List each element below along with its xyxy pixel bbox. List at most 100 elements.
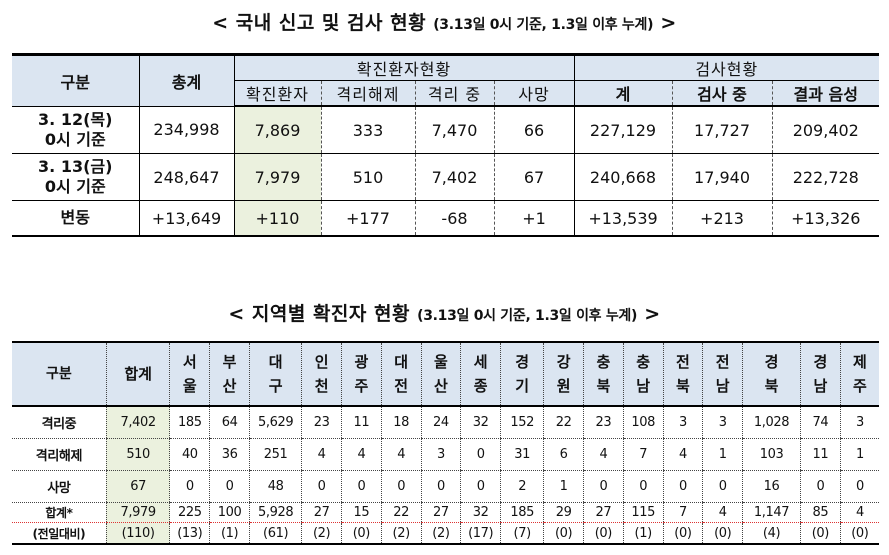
cell-region-value: (13)	[169, 522, 210, 544]
regional-title-end: >	[644, 303, 661, 325]
cell-region-value: 11	[800, 438, 841, 471]
cell-released: +177	[320, 200, 415, 236]
cell-region-value: 100	[209, 502, 250, 523]
region-header-char: 경	[515, 353, 530, 371]
cell-region-value: 4	[301, 438, 342, 471]
region-header-char: 북	[676, 377, 690, 395]
cell-region-value: 7	[662, 502, 703, 523]
cell-negative: +13,326	[771, 200, 880, 236]
cell-test-total: +13,539	[573, 200, 673, 236]
region-header-char: 부	[222, 353, 237, 371]
row-basis: 0시 기준	[44, 129, 106, 149]
test-group-header: 검사현황	[573, 54, 880, 81]
cell-region-value: 251	[248, 438, 302, 471]
cell-region-value: 85	[800, 502, 841, 523]
table1-row-0313: 3. 13(금) 0시 기준 248,647 7,979 510 7,402 6…	[12, 153, 880, 201]
region-header-char: 산	[434, 377, 448, 395]
region-header-char: 주	[852, 377, 867, 395]
cell-region-value: (0)	[543, 522, 584, 544]
domestic-title-sub: (3.13일 0시 기준, 1.3일 이후 누계)	[433, 17, 654, 33]
cell-region-value: 5,629	[248, 406, 302, 439]
cell-region-value: 1,147	[742, 502, 801, 523]
cell-region-value: (7)	[500, 522, 544, 544]
region-header-char: 주	[354, 377, 369, 395]
domestic-status-table: 구분 총계 확진환자현황 검사현황 확진환자 격리해제 격리 중 사망 계 검사…	[12, 53, 880, 237]
cell-region-value: (2)	[380, 522, 422, 544]
cell-testing: 17,940	[671, 153, 773, 201]
region-header-char: 세	[473, 353, 488, 371]
cell-deaths: +1	[493, 200, 575, 236]
cell-region-value: (0)	[662, 522, 703, 544]
corner-header: 구분	[12, 342, 107, 407]
table1-header-row-2: 확진환자 격리해제 격리 중 사망 계 검사 중 결과 음성	[12, 80, 880, 107]
cell-region-value: 27	[301, 502, 342, 523]
cell-region-value: 18	[380, 406, 422, 439]
cell-region-value: (1)	[209, 522, 250, 544]
cell-region-value: 0	[702, 470, 743, 503]
cell-region-value: (4)	[742, 522, 801, 544]
cell-region-value: 22	[543, 406, 584, 439]
cell-region-value: 3	[420, 438, 461, 471]
cell-region-value: (2)	[420, 522, 461, 544]
region-header-char: 강	[556, 353, 571, 371]
testing-header: 검사 중	[671, 80, 773, 107]
cell-sum: 7,402	[105, 406, 170, 439]
cell-region-value: 0	[460, 438, 501, 471]
cell-region-value: 7	[622, 438, 664, 471]
row-date: 3. 12(목)	[38, 109, 113, 129]
cell-sum: 67	[105, 470, 170, 503]
region-header-char: 인	[314, 353, 329, 371]
gubun-header: 구분	[12, 54, 139, 107]
cell-test-total: 227,129	[573, 106, 673, 154]
cell-total: +13,649	[138, 200, 234, 236]
cell-region-value: 16	[742, 470, 801, 503]
cell-region-value: 5,928	[248, 502, 302, 523]
cell-region-value: 4	[380, 438, 422, 471]
cell-testing: +213	[671, 200, 773, 236]
cell-region-value: 4	[702, 502, 743, 523]
cell-sum: (110)	[105, 522, 170, 544]
region-header-char: 전	[676, 353, 690, 371]
cell-total: 234,998	[138, 106, 234, 154]
cell-released: 510	[320, 153, 415, 201]
table2-total-row: 합계* 7,979 225 100 5,928 27 15 22 27 32 185 29 27 115 7…	[12, 502, 879, 523]
test-total-header: 계	[573, 80, 673, 107]
cell-test-total: 240,668	[573, 153, 673, 201]
cell-region-value: 108	[622, 406, 664, 439]
region-header-char: 충	[636, 353, 651, 371]
cell-region-value: 1	[702, 438, 743, 471]
cell-region-value: 152	[500, 406, 544, 439]
region-header-char: 제	[852, 353, 867, 371]
cell-region-value: (0)	[341, 522, 382, 544]
cell-region-value: 3	[662, 406, 703, 439]
cell-isolated: 7,402	[414, 153, 494, 201]
cell-region-value: 0	[341, 470, 382, 503]
regional-title-sub: (3.13일 0시 기준, 1.3일 이후 누계)	[417, 308, 638, 324]
region-header-char: 원	[556, 377, 571, 395]
row-label: 합계*	[12, 502, 107, 523]
cell-region-value: 22	[380, 502, 422, 523]
cell-region-value: 0	[583, 470, 624, 503]
cell-region-value: 225	[169, 502, 210, 523]
region-header-char: 대	[268, 353, 283, 371]
cell-released: 333	[320, 106, 415, 154]
cell-region-value: 103	[742, 438, 801, 471]
cell-region-value: 27	[583, 502, 624, 523]
region-header-char: 남	[715, 377, 730, 395]
cell-isolated: 7,470	[414, 106, 494, 154]
negative-header: 결과 음성	[771, 80, 880, 107]
cell-region-value: 23	[583, 406, 624, 439]
cell-region-value: 4	[341, 438, 382, 471]
cell-region-value: 32	[460, 406, 501, 439]
cell-region-value: 27	[420, 502, 461, 523]
